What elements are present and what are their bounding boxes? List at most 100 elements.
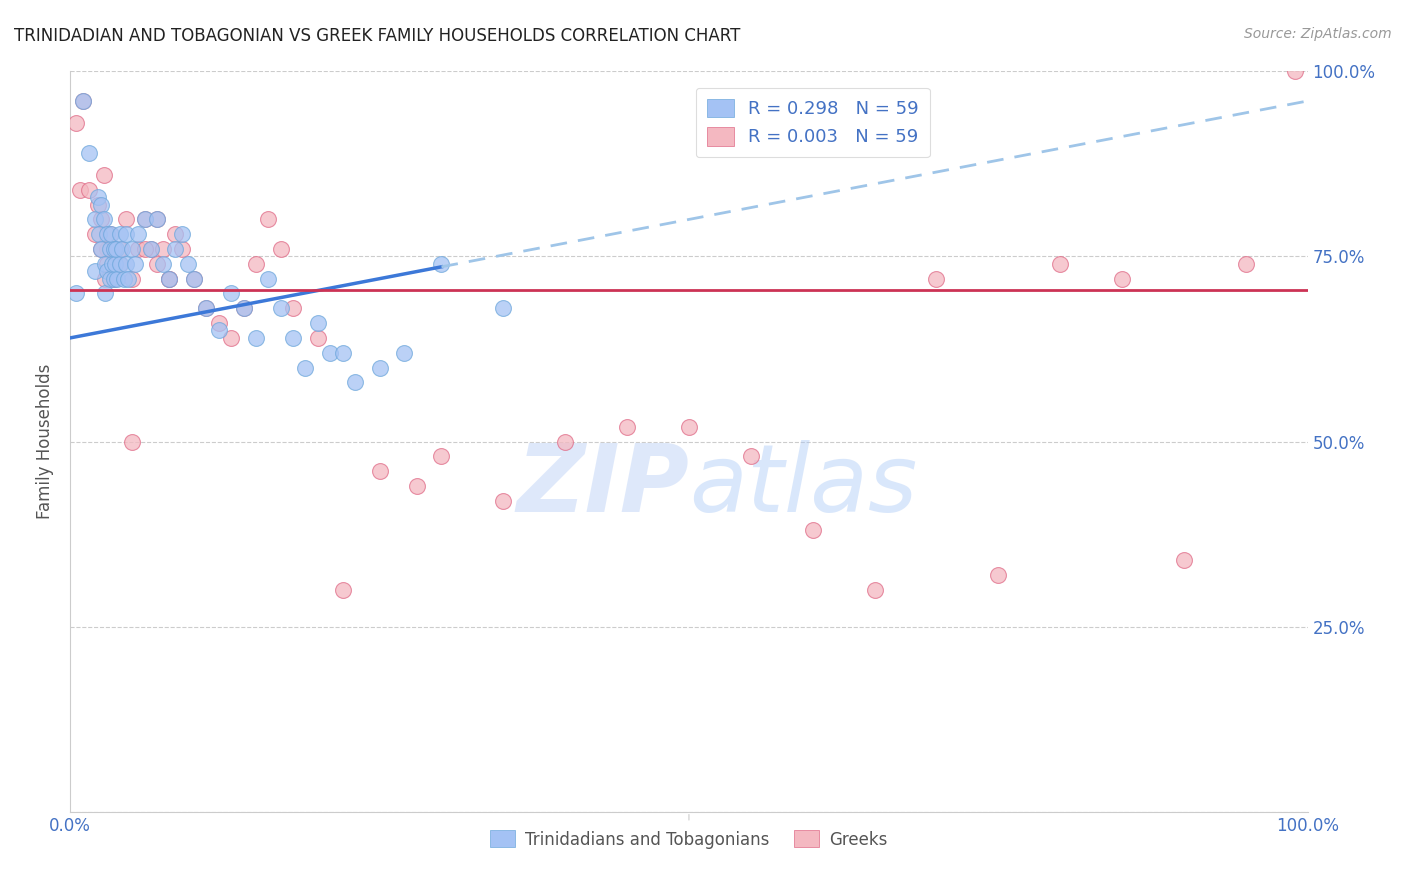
Point: [93, 168, 115, 182]
Point: [105, 242, 128, 256]
Point: [103, 242, 125, 256]
Point: [115, 227, 138, 242]
Point: [165, 242, 187, 256]
Point: [98, 242, 121, 256]
Text: Source: ZipAtlas.com: Source: ZipAtlas.com: [1244, 27, 1392, 41]
Point: [1284, 64, 1306, 78]
Point: [112, 271, 135, 285]
Point: [77, 145, 100, 160]
Text: ZIP: ZIP: [516, 440, 689, 532]
Point: [146, 212, 169, 227]
Point: [394, 345, 416, 359]
Point: [208, 324, 231, 338]
Point: [96, 227, 118, 242]
Point: [925, 271, 948, 285]
Point: [863, 582, 886, 597]
Point: [108, 227, 131, 242]
Point: [678, 419, 700, 434]
Point: [72, 94, 94, 108]
Point: [94, 271, 117, 285]
Point: [281, 301, 304, 316]
Point: [740, 450, 762, 464]
Point: [1234, 257, 1257, 271]
Point: [104, 257, 127, 271]
Point: [90, 212, 112, 227]
Point: [195, 301, 218, 316]
Point: [987, 567, 1010, 582]
Point: [152, 242, 174, 256]
Point: [177, 257, 200, 271]
Point: [307, 331, 329, 345]
Point: [96, 257, 118, 271]
Y-axis label: Family Households: Family Households: [37, 364, 55, 519]
Point: [219, 331, 242, 345]
Point: [90, 197, 112, 211]
Point: [405, 479, 427, 493]
Point: [90, 242, 112, 256]
Point: [115, 212, 138, 227]
Point: [245, 331, 267, 345]
Point: [87, 227, 110, 242]
Point: [101, 257, 124, 271]
Point: [139, 242, 162, 256]
Point: [69, 183, 91, 197]
Point: [554, 434, 576, 449]
Point: [146, 257, 169, 271]
Point: [368, 464, 391, 478]
Point: [157, 271, 180, 285]
Point: [103, 242, 125, 256]
Point: [72, 94, 94, 108]
Point: [492, 301, 515, 316]
Point: [65, 286, 87, 301]
Point: [1173, 553, 1195, 567]
Point: [332, 582, 354, 597]
Point: [157, 271, 180, 285]
Point: [152, 257, 174, 271]
Point: [103, 271, 125, 285]
Point: [108, 242, 131, 256]
Point: [94, 286, 117, 301]
Point: [492, 493, 515, 508]
Point: [219, 286, 242, 301]
Point: [157, 271, 180, 285]
Point: [257, 212, 280, 227]
Point: [430, 257, 453, 271]
Point: [103, 271, 125, 285]
Point: [127, 242, 149, 256]
Legend: Trinidadians and Tobagonians, Greeks: Trinidadians and Tobagonians, Greeks: [484, 823, 894, 855]
Point: [146, 212, 169, 227]
Point: [801, 524, 824, 538]
Point: [170, 242, 193, 256]
Point: [294, 360, 316, 375]
Point: [108, 257, 131, 271]
Point: [127, 227, 149, 242]
Point: [86, 197, 108, 211]
Point: [307, 316, 329, 330]
Point: [430, 450, 453, 464]
Point: [257, 271, 280, 285]
Point: [183, 271, 205, 285]
Point: [232, 301, 254, 316]
Point: [183, 271, 205, 285]
Point: [98, 227, 121, 242]
Point: [332, 345, 354, 359]
Text: TRINIDADIAN AND TOBAGONIAN VS GREEK FAMILY HOUSEHOLDS CORRELATION CHART: TRINIDADIAN AND TOBAGONIAN VS GREEK FAMI…: [14, 27, 741, 45]
Point: [121, 271, 143, 285]
Point: [65, 116, 87, 130]
Point: [319, 345, 342, 359]
Point: [86, 190, 108, 204]
Point: [170, 227, 193, 242]
Point: [616, 419, 638, 434]
Point: [100, 227, 122, 242]
Point: [139, 242, 162, 256]
Point: [98, 271, 121, 285]
Point: [121, 242, 143, 256]
Point: [93, 212, 115, 227]
Point: [165, 227, 187, 242]
Point: [368, 360, 391, 375]
Point: [270, 242, 292, 256]
Point: [84, 212, 107, 227]
Point: [232, 301, 254, 316]
Point: [108, 257, 131, 271]
Point: [1111, 271, 1133, 285]
